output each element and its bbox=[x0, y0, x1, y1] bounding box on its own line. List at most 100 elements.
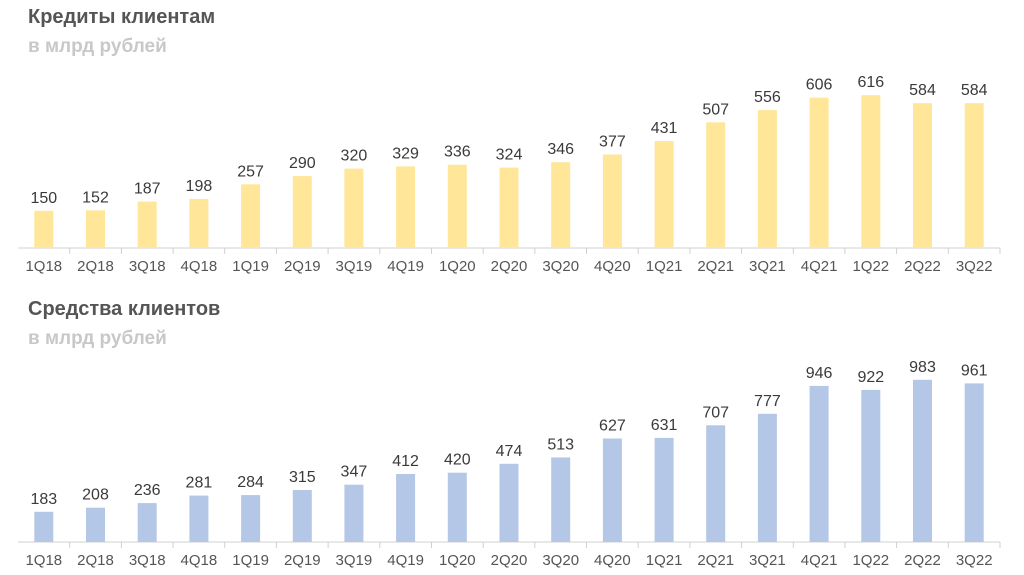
data-label-1Q21: 431 bbox=[651, 120, 678, 137]
x-tick-label-4Q21: 4Q21 bbox=[801, 552, 838, 569]
data-label-2Q21: 507 bbox=[702, 101, 729, 118]
data-label-4Q21: 606 bbox=[806, 77, 833, 94]
x-tick-label-3Q19: 3Q19 bbox=[336, 552, 373, 569]
x-tick-label-2Q19: 2Q19 bbox=[284, 552, 321, 569]
bar-4Q21 bbox=[809, 97, 829, 248]
data-label-2Q18: 152 bbox=[82, 189, 109, 206]
x-tick-label-4Q19: 4Q19 bbox=[387, 552, 424, 569]
chart-subtitle-deposits: в млрд рублей bbox=[28, 328, 167, 349]
data-label-3Q20: 346 bbox=[547, 141, 574, 158]
bar-4Q21 bbox=[809, 385, 829, 542]
data-label-2Q22: 983 bbox=[909, 359, 936, 376]
bar-3Q22 bbox=[964, 103, 984, 248]
x-tick-label-2Q21: 2Q21 bbox=[697, 552, 734, 569]
bar-3Q22 bbox=[964, 383, 984, 542]
loans-bar-chart: 150 1Q18 152 2Q18 187 3Q18 198 4Q18 257 1Q19 290 2Q… bbox=[18, 74, 1001, 275]
x-tick-label-2Q22: 2Q22 bbox=[904, 258, 941, 275]
data-label-2Q19: 315 bbox=[289, 469, 316, 486]
bar-2Q21 bbox=[706, 122, 726, 248]
x-tick-label-3Q21: 3Q21 bbox=[749, 552, 786, 569]
bar-4Q19 bbox=[396, 166, 416, 248]
chart-subtitle-loans: в млрд рублей bbox=[28, 36, 167, 57]
bar-3Q18 bbox=[137, 201, 157, 248]
data-label-2Q20: 324 bbox=[496, 147, 523, 164]
x-tick-label-3Q18: 3Q18 bbox=[129, 552, 166, 569]
x-tick-label-2Q18: 2Q18 bbox=[77, 258, 114, 275]
x-tick-label-3Q19: 3Q19 bbox=[336, 258, 373, 275]
data-label-3Q22: 961 bbox=[961, 362, 988, 379]
x-tick-label-2Q20: 2Q20 bbox=[491, 258, 528, 275]
x-tick-label-3Q18: 3Q18 bbox=[129, 258, 166, 275]
bar-3Q19 bbox=[344, 168, 364, 248]
x-tick-label-1Q18: 1Q18 bbox=[25, 552, 62, 569]
x-tick-label-4Q18: 4Q18 bbox=[181, 552, 218, 569]
x-tick-label-2Q22: 2Q22 bbox=[904, 552, 941, 569]
x-tick-label-4Q21: 4Q21 bbox=[801, 258, 838, 275]
bar-2Q18 bbox=[86, 210, 105, 248]
bar-2Q21 bbox=[706, 425, 726, 542]
bar-3Q18 bbox=[137, 503, 157, 542]
bar-2Q22 bbox=[913, 379, 932, 542]
chart-title-loans: Кредиты клиентам bbox=[28, 6, 216, 28]
bar-4Q19 bbox=[396, 474, 416, 542]
data-label-3Q19: 320 bbox=[341, 148, 368, 165]
data-label-4Q19: 412 bbox=[392, 453, 419, 470]
data-label-4Q18: 198 bbox=[186, 178, 213, 195]
bar-4Q20 bbox=[602, 438, 622, 542]
bar-1Q21 bbox=[654, 437, 674, 542]
x-tick-label-4Q18: 4Q18 bbox=[181, 258, 218, 275]
data-label-1Q18: 183 bbox=[30, 491, 57, 508]
bar-3Q20 bbox=[551, 457, 571, 542]
data-label-2Q20: 474 bbox=[496, 443, 523, 460]
x-tick-label-1Q19: 1Q19 bbox=[232, 552, 269, 569]
x-tick-label-2Q20: 2Q20 bbox=[491, 552, 528, 569]
data-label-1Q20: 336 bbox=[444, 144, 471, 161]
x-tick-label-3Q22: 3Q22 bbox=[956, 552, 993, 569]
x-tick-label-4Q20: 4Q20 bbox=[594, 552, 631, 569]
data-label-1Q18: 150 bbox=[30, 190, 57, 207]
bar-1Q18 bbox=[34, 210, 54, 248]
bar-1Q22 bbox=[861, 95, 881, 248]
data-label-2Q19: 290 bbox=[289, 155, 316, 172]
data-label-3Q22: 584 bbox=[961, 82, 988, 99]
data-label-3Q21: 777 bbox=[754, 393, 781, 410]
x-tick-label-2Q18: 2Q18 bbox=[77, 552, 114, 569]
bar-1Q19 bbox=[241, 495, 261, 542]
data-label-1Q20: 420 bbox=[444, 452, 471, 469]
bar-3Q19 bbox=[344, 484, 364, 542]
data-label-1Q22: 616 bbox=[857, 74, 884, 91]
bar-4Q20 bbox=[602, 154, 622, 248]
bar-1Q21 bbox=[654, 141, 674, 248]
deposits-bar-chart: 183 1Q18 208 2Q18 236 3Q18 281 4Q18 284 1Q19 315 2Q… bbox=[18, 359, 1001, 569]
data-label-1Q22: 922 bbox=[857, 369, 884, 386]
x-tick-label-3Q20: 3Q20 bbox=[542, 258, 579, 275]
data-label-4Q18: 281 bbox=[186, 475, 213, 492]
bar-4Q18 bbox=[189, 495, 209, 542]
x-tick-label-4Q20: 4Q20 bbox=[594, 258, 631, 275]
x-tick-label-2Q21: 2Q21 bbox=[697, 258, 734, 275]
bar-1Q20 bbox=[447, 472, 467, 542]
bar-1Q22 bbox=[861, 389, 881, 542]
x-tick-label-1Q21: 1Q21 bbox=[646, 552, 683, 569]
data-label-1Q19: 284 bbox=[237, 474, 264, 491]
x-tick-label-3Q21: 3Q21 bbox=[749, 258, 786, 275]
bar-3Q20 bbox=[551, 162, 571, 248]
data-label-1Q21: 631 bbox=[651, 417, 678, 434]
bar-3Q21 bbox=[757, 110, 777, 248]
bar-2Q20 bbox=[499, 167, 519, 248]
data-label-3Q19: 347 bbox=[341, 464, 368, 481]
x-tick-label-3Q20: 3Q20 bbox=[542, 552, 579, 569]
data-label-3Q18: 236 bbox=[134, 482, 161, 499]
data-label-3Q21: 556 bbox=[754, 89, 781, 106]
x-tick-label-1Q20: 1Q20 bbox=[439, 258, 476, 275]
bar-2Q19 bbox=[292, 176, 312, 248]
bar-1Q19 bbox=[241, 184, 261, 248]
data-label-3Q18: 187 bbox=[134, 181, 161, 198]
data-label-1Q19: 257 bbox=[237, 163, 264, 180]
data-label-4Q19: 329 bbox=[392, 145, 419, 162]
bar-3Q21 bbox=[757, 413, 777, 542]
x-tick-label-3Q22: 3Q22 bbox=[956, 258, 993, 275]
data-label-2Q22: 584 bbox=[909, 82, 936, 99]
bar-4Q18 bbox=[189, 198, 209, 248]
bar-1Q18 bbox=[34, 511, 54, 542]
